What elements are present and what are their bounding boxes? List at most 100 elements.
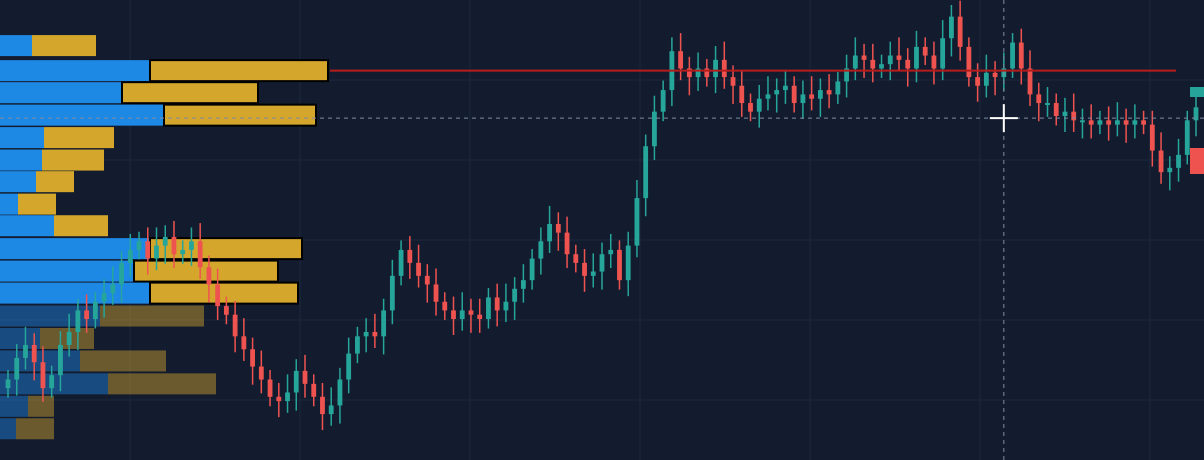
candle-body — [529, 258, 535, 281]
candle-body — [538, 241, 544, 259]
candle-body — [774, 90, 780, 95]
candle-body — [346, 353, 352, 380]
candle-body — [791, 85, 797, 104]
candle-body — [564, 232, 570, 255]
volume-profile-buy-bar — [0, 171, 36, 193]
candle-body — [276, 396, 282, 402]
candle-body — [983, 72, 989, 86]
candle-body — [739, 85, 745, 104]
candle-body — [363, 332, 369, 337]
candle-body — [957, 16, 963, 47]
candle-body — [1080, 120, 1085, 123]
candle-body — [381, 310, 387, 337]
candle-body — [1097, 120, 1103, 125]
candle-body — [949, 16, 954, 39]
candle-body — [660, 90, 666, 112]
candle-body — [1184, 120, 1190, 155]
volume-profile-sell-bar — [149, 281, 299, 305]
candle-body — [617, 249, 622, 281]
volume-profile-buy-bar — [0, 193, 18, 215]
candle-body — [328, 405, 334, 415]
volume-profile-sell-bar — [16, 418, 54, 440]
candle-body — [223, 306, 229, 315]
candle-body — [398, 249, 404, 276]
volume-profile-buy-bar — [0, 327, 40, 349]
volume-profile-buy-bar — [0, 260, 134, 282]
volume-profile-sell-bar — [54, 215, 108, 237]
candle-body — [267, 379, 273, 397]
candle-body — [1010, 42, 1015, 69]
candle-body — [31, 344, 37, 363]
candle-body — [555, 224, 561, 233]
volume-profile-sell-bar — [133, 259, 279, 283]
candle-body — [477, 314, 483, 320]
candle-body — [503, 301, 509, 311]
volume-profile-buy-bar — [0, 104, 164, 126]
candle-body — [1036, 94, 1042, 104]
candle-body — [1106, 120, 1112, 125]
volume-profile-sell-bar — [121, 81, 259, 105]
volume-profile-sell-bar — [163, 103, 317, 127]
candle-body — [250, 349, 255, 367]
candle-body — [783, 85, 788, 91]
volume-profile-sell-bar — [100, 305, 204, 327]
candle-body — [905, 59, 911, 69]
candle-body — [992, 72, 998, 78]
candle-body — [241, 336, 247, 350]
candle-body — [145, 241, 151, 259]
candle-body — [940, 38, 946, 69]
candle-body — [1071, 111, 1077, 121]
candle-body — [206, 267, 212, 285]
candle-body — [686, 68, 692, 78]
volume-profile-buy-bar — [0, 350, 80, 372]
candle-body — [835, 81, 841, 95]
candle-body — [1132, 120, 1138, 125]
candle-body — [389, 275, 395, 311]
candle-body — [652, 111, 657, 147]
volume-profile — [0, 35, 329, 440]
candle-body — [887, 55, 893, 65]
candle-body — [817, 90, 823, 99]
candle-body — [931, 55, 937, 69]
candle-body — [625, 245, 631, 281]
candle-body — [914, 46, 919, 69]
candle-body — [75, 310, 81, 332]
candle-body — [520, 280, 526, 289]
volume-profile-buy-bar — [0, 60, 150, 82]
candle-body — [1045, 103, 1050, 106]
volume-profile-buy-bar — [0, 282, 150, 304]
candle-body — [1141, 120, 1146, 125]
volume-profile-sell-bar — [32, 35, 96, 57]
candle-body — [162, 236, 168, 246]
candle-body — [1167, 167, 1173, 173]
volume-profile-sell-bar — [42, 149, 104, 171]
candle-body — [1149, 124, 1155, 151]
candle-body — [337, 379, 343, 406]
candle-body — [765, 94, 771, 99]
candle-body — [573, 254, 579, 263]
candle-body — [809, 94, 815, 99]
candle-body — [127, 249, 133, 263]
candle-body — [756, 98, 762, 112]
volume-profile-sell-bar — [36, 171, 74, 193]
candle-body — [1053, 103, 1059, 116]
candle-body — [608, 249, 614, 255]
candle-body — [975, 77, 981, 86]
volume-profile-buy-bar — [0, 238, 150, 260]
candle-body — [232, 314, 238, 337]
candle-body — [459, 310, 465, 320]
candle-body — [355, 336, 360, 354]
candle-body — [1123, 120, 1129, 125]
candle-body — [599, 254, 605, 272]
candle-body — [215, 284, 221, 307]
candle-body — [1193, 107, 1199, 121]
candle-body — [826, 90, 832, 95]
candle-body — [730, 77, 736, 86]
candle-body — [1062, 111, 1068, 116]
volume-profile-sell-bar — [18, 193, 56, 215]
candle-body — [302, 370, 308, 384]
candle-body — [23, 344, 28, 358]
candle-body — [922, 46, 928, 56]
